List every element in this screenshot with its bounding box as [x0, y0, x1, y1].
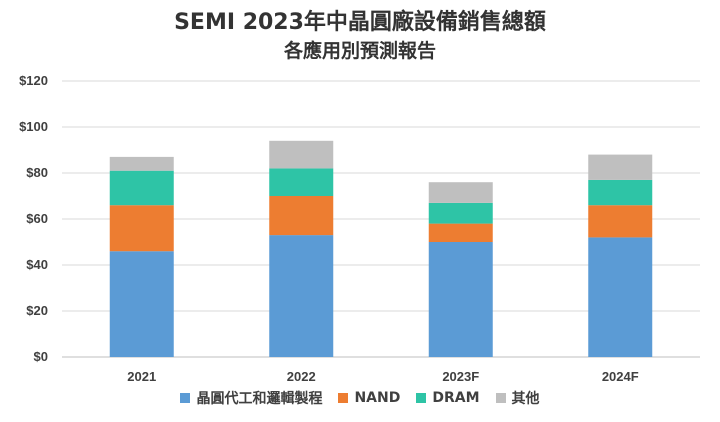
y-tick-label: $120	[19, 73, 48, 88]
legend-item-foundry-logic: 晶圓代工和邏輯製程	[180, 388, 322, 408]
y-tick-label: $20	[26, 303, 48, 318]
x-tick-label: 2024F	[602, 369, 639, 384]
y-tick-label: $100	[19, 119, 48, 134]
bar-segment	[269, 235, 334, 357]
bar-segment	[428, 182, 493, 203]
x-tick-label: 2021	[127, 369, 156, 384]
bar-segment	[588, 179, 653, 206]
bar-segment	[588, 154, 653, 180]
y-tick-label: $80	[26, 165, 48, 180]
y-tick-label: $60	[26, 211, 48, 226]
y-tick-label: $0	[34, 349, 48, 364]
legend-item-nand: NAND	[338, 390, 400, 406]
x-tick-label: 2022	[287, 369, 316, 384]
legend: 晶圓代工和邏輯製程 NAND DRAM 其他	[0, 388, 720, 408]
legend-swatch	[338, 393, 349, 403]
bar-segment	[109, 205, 174, 252]
legend-label: DRAM	[432, 390, 480, 406]
bar-segment	[109, 156, 174, 171]
chart-subtitle: 各應用別預測報告	[283, 40, 436, 62]
bar-segment	[269, 196, 334, 236]
bar-segment	[428, 202, 493, 224]
bar-segment	[588, 205, 653, 238]
legend-swatch	[416, 393, 427, 403]
legend-label: NAND	[354, 390, 401, 406]
bar-segment	[269, 168, 334, 196]
bar-segment	[269, 140, 334, 169]
legend-swatch	[495, 393, 506, 403]
bar-segment	[109, 170, 174, 206]
bar-segment	[588, 237, 653, 357]
legend-swatch	[180, 393, 191, 403]
y-tick-label: $40	[26, 257, 48, 272]
x-tick-label: 2023F	[442, 369, 479, 384]
legend-label: 晶圓代工和邏輯製程	[196, 391, 323, 407]
legend-label: 其他	[511, 391, 540, 407]
legend-item-other: 其他	[495, 388, 540, 408]
legend-item-dram: DRAM	[416, 390, 480, 406]
bar-segment	[428, 242, 493, 357]
chart-title: SEMI 2023年中晶圓廠設備銷售總額	[174, 10, 546, 35]
bar-segment	[109, 251, 174, 357]
bar-segment	[428, 223, 493, 242]
